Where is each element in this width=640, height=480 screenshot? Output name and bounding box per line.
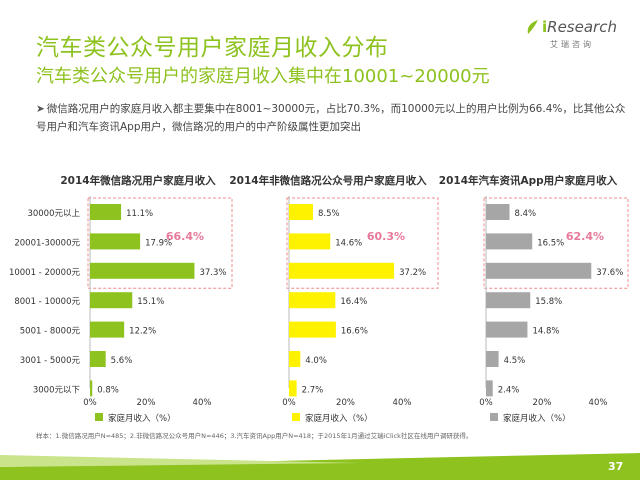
legend-label: 家庭月收入（%）: [108, 413, 176, 424]
bar-value-label: 15.1%: [137, 297, 164, 307]
highlight-box: [483, 197, 629, 289]
bar: [486, 292, 531, 309]
bar: [486, 204, 510, 220]
bar: [289, 233, 331, 250]
bar-value-label: 4.5%: [504, 356, 526, 366]
x-tick-label: 0%: [479, 398, 493, 408]
bar-value-label: 37.2%: [399, 268, 426, 278]
bar-value-label: 0.8%: [97, 385, 119, 395]
chart-1: 2014年微信路况用户家庭月收入 66.4% 30000元以上 11.1% 20001-…: [9, 174, 233, 424]
page-title: 汽车类公众号用户家庭月收入分布: [36, 35, 389, 61]
chart-3: 2014年汽车资讯App用户家庭月收入 62.4% 8.4% 16.5% 37.6% 15…: [439, 174, 629, 424]
highlight-label: 62.4%: [566, 230, 604, 243]
bar-value-label: 12.2%: [129, 327, 156, 337]
legend-swatch: [292, 413, 300, 421]
category-label: 8001 - 10000元: [14, 297, 80, 307]
bar-value-label: 8.5%: [318, 209, 340, 219]
highlight-box: [87, 197, 233, 289]
x-tick-label: 20%: [336, 398, 355, 408]
category-label: 20001-30000元: [14, 238, 80, 248]
summary-text: ➤ 微信路况用户的家庭月收入都主要集中在8001~30000元，占比70.3%，而…: [36, 103, 626, 133]
bar-value-label: 5.6%: [111, 356, 133, 366]
bar-value-label: 16.4%: [340, 297, 367, 307]
bar: [289, 262, 395, 279]
bar: [486, 233, 533, 250]
category-label: 3000元以下: [33, 385, 81, 395]
chart-title: 2014年微信路况用户家庭月收入: [60, 174, 216, 187]
x-tick-label: 40%: [589, 398, 608, 408]
x-tick-label: 0%: [282, 398, 296, 408]
bar-value-label: 4.0%: [305, 356, 327, 366]
x-tick-label: 0%: [83, 398, 97, 408]
page-number: 37: [608, 460, 624, 473]
bar-value-label: 14.6%: [335, 238, 362, 248]
category-label: 30000元以上: [27, 209, 80, 219]
highlight-label: 60.3%: [367, 230, 405, 243]
bar: [90, 351, 106, 367]
bar-value-label: 11.1%: [126, 209, 153, 219]
bar-value-label: 8.4%: [515, 209, 537, 219]
bar-value-label: 15.8%: [535, 297, 562, 307]
x-tick-label: 20%: [533, 398, 552, 408]
bar: [486, 351, 499, 367]
bar: [90, 233, 141, 250]
bar-value-label: 2.4%: [498, 385, 520, 395]
bar: [90, 321, 125, 338]
chart-title: 2014年汽车资讯App用户家庭月收入: [439, 174, 618, 187]
chart-2: 2014年非微信路况公众号用户家庭月收入 60.3% 8.5% 14.6% 37.2% 1…: [229, 174, 439, 424]
logo-chinese: 艾瑞咨询: [550, 40, 594, 49]
bar: [289, 292, 336, 309]
logo-brand: iResearch: [542, 18, 617, 36]
highlight-box: [286, 197, 439, 289]
x-tick-label: 20%: [137, 398, 156, 408]
legend-swatch: [490, 413, 498, 421]
page-subtitle: 汽车类公众号用户的家庭月收入集中在10001~20000元: [36, 66, 490, 87]
highlight-label: 66.4%: [166, 230, 204, 243]
bar: [486, 380, 493, 397]
bar-value-label: 14.8%: [532, 327, 559, 337]
bar-value-label: 16.6%: [341, 327, 368, 337]
footnote: 样本：1.微信路况用户N=485；2.非微信路况公众号用户N=446；3.汽车资…: [36, 432, 473, 440]
bar-value-label: 37.6%: [596, 268, 623, 278]
bar: [289, 321, 336, 338]
bar: [289, 351, 301, 367]
logo-mark-icon: [527, 20, 538, 34]
bar: [486, 262, 592, 279]
footer-bar: [0, 453, 640, 480]
x-tick-label: 40%: [193, 398, 212, 408]
legend-label: 家庭月收入（%）: [305, 413, 373, 424]
bar: [90, 262, 195, 279]
iresearch-logo: iResearch 艾瑞咨询: [524, 18, 624, 58]
bar: [486, 321, 528, 338]
legend-swatch: [95, 413, 103, 421]
bar-value-label: 2.7%: [302, 385, 324, 395]
bar: [90, 380, 93, 397]
bar: [90, 292, 133, 309]
bar-value-label: 17.9%: [145, 238, 172, 248]
bar: [289, 204, 314, 220]
legend-label: 家庭月收入（%）: [503, 413, 571, 424]
bar-value-label: 37.3%: [199, 268, 226, 278]
bar: [90, 204, 122, 220]
category-label: 10001 - 20000元: [9, 268, 81, 278]
chart-title: 2014年非微信路况公众号用户家庭月收入: [229, 174, 427, 187]
bar: [289, 380, 297, 397]
bullet-arrow-icon: ➤: [36, 103, 45, 115]
category-label: 5001 - 8000元: [20, 327, 81, 337]
category-label: 3001 - 5000元: [20, 356, 81, 366]
bar-value-label: 16.5%: [537, 238, 564, 248]
x-tick-label: 40%: [393, 398, 412, 408]
